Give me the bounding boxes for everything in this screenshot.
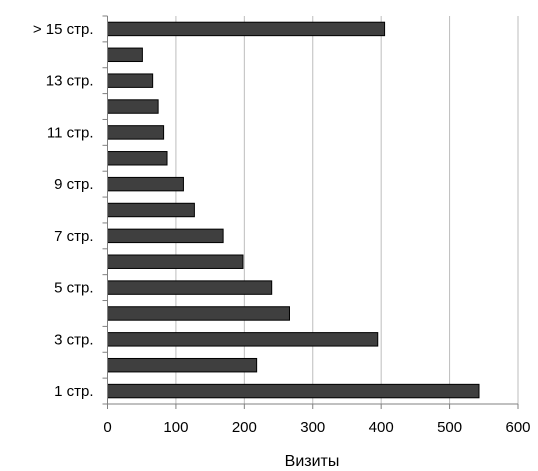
y-tick-labels: 1 стр. 3 стр. 5 стр. 7 стр. 9 стр. 11 стр. 13 …: [33, 21, 94, 400]
y-tick-label: 11 стр.: [47, 124, 94, 141]
x-tick-label: 400: [369, 419, 394, 436]
y-tick-label: 3 стр.: [54, 331, 93, 348]
y-tick-label: 13 стр.: [46, 73, 94, 90]
y-tick-label: 1 стр.: [54, 383, 93, 400]
y-axis: [102, 15, 108, 405]
x-tick-labels: 0 100 200 300 400 500 600: [103, 419, 530, 436]
bar: [107, 357, 258, 373]
bar: [107, 202, 195, 218]
bar: [107, 228, 224, 244]
bar: [107, 332, 379, 347]
bar: [107, 99, 159, 114]
x-axis: [107, 403, 519, 409]
x-tick-label: 0: [103, 419, 111, 436]
y-tick-label: 9 стр.: [54, 176, 93, 193]
y-tick-label: 5 стр.: [54, 280, 93, 297]
bar: [107, 151, 168, 166]
bar: [107, 254, 244, 269]
bar: [107, 280, 273, 295]
x-axis-title: Визиты: [285, 453, 340, 470]
y-tick-label: 7 стр.: [54, 228, 93, 245]
x-tick-label: 300: [300, 419, 325, 436]
y-tick-label: > 15 стр.: [33, 21, 94, 38]
bar: [107, 125, 165, 140]
x-tick-label: 600: [505, 419, 530, 436]
bar: [107, 73, 154, 88]
bar: [107, 306, 290, 321]
bar: [107, 383, 480, 399]
x-tick-label: 100: [163, 419, 188, 436]
bar: [107, 176, 184, 192]
x-tick-label: 200: [232, 419, 257, 436]
x-tick-label: 500: [437, 419, 462, 436]
bar: [107, 21, 386, 37]
bars: [107, 21, 480, 399]
bar: [107, 47, 143, 63]
